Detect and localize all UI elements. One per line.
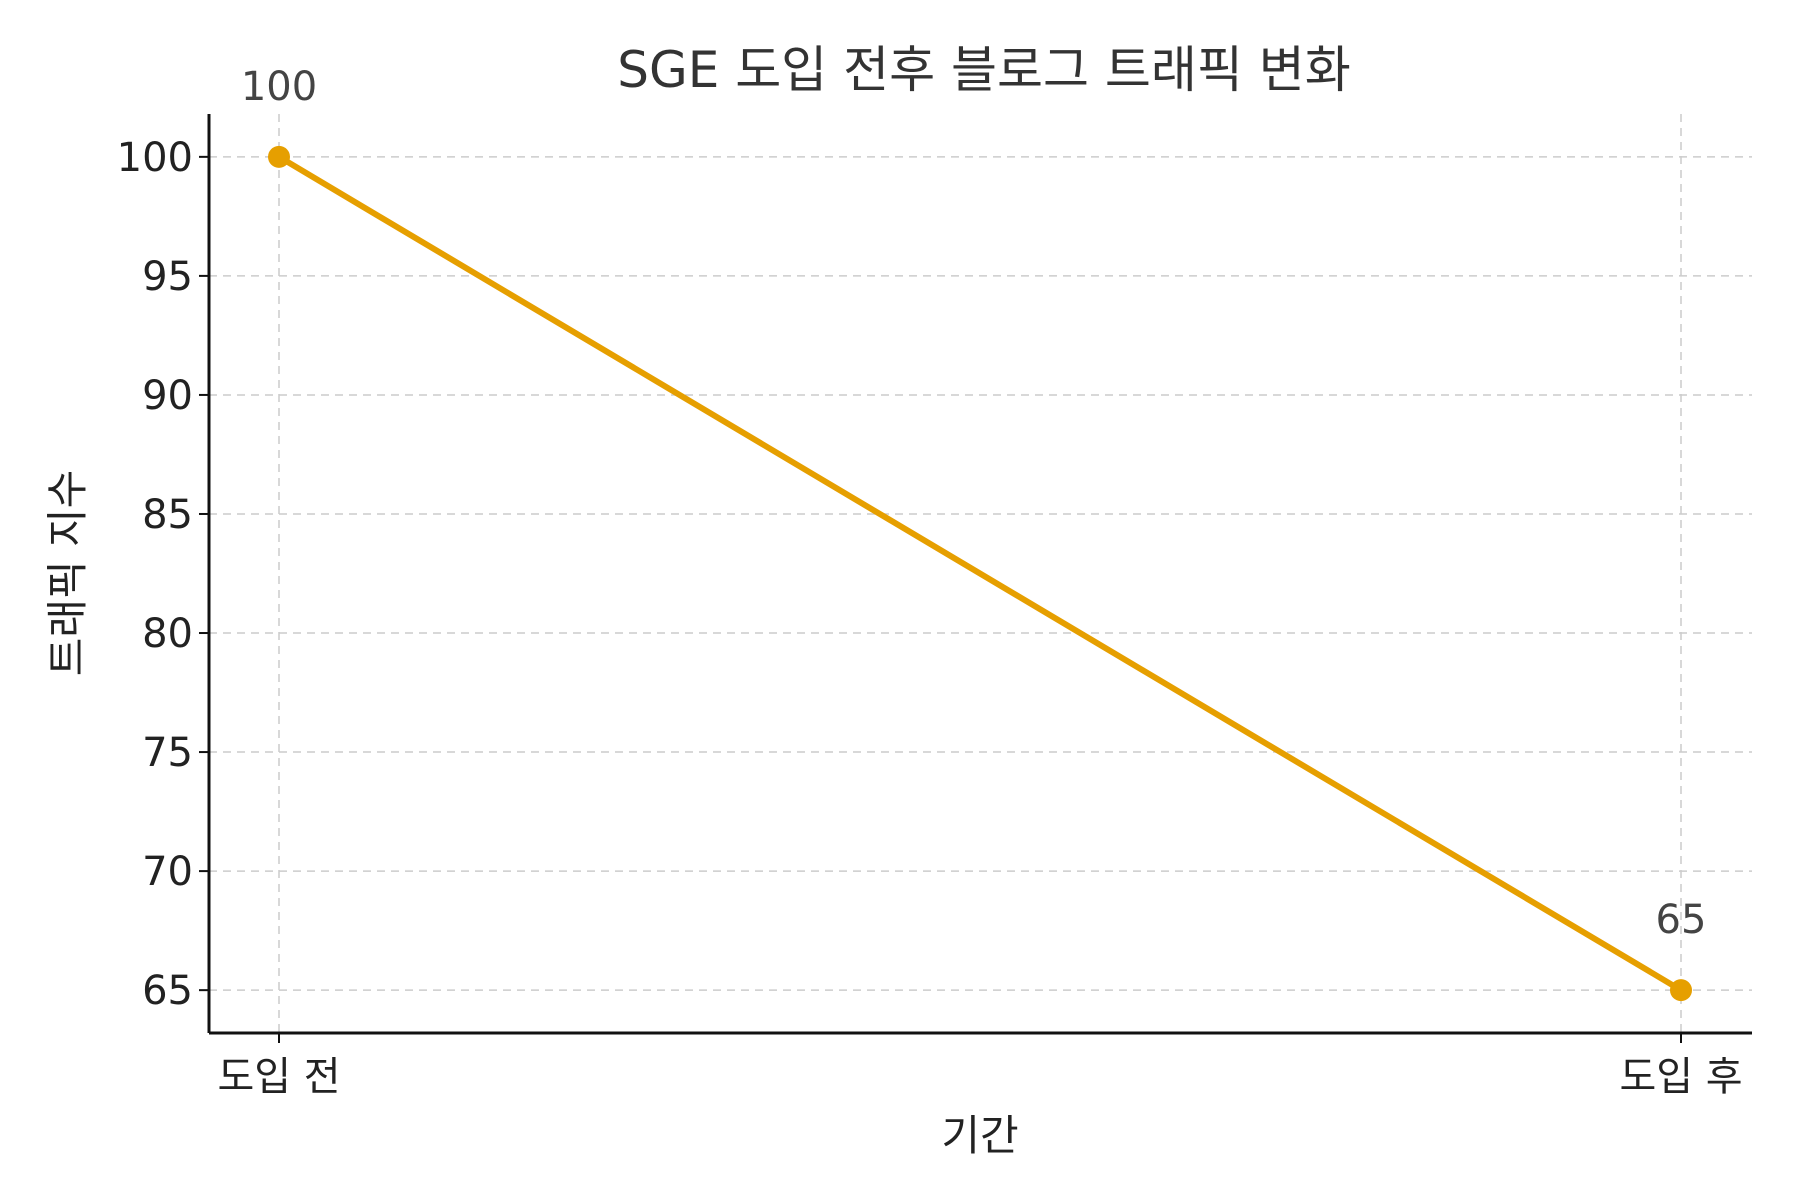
x-tick-label: 도입 전 xyxy=(217,1054,340,1100)
y-tick-label: 95 xyxy=(142,254,193,300)
y-ticks: 65 70 75 80 85 90 95 100 xyxy=(117,135,209,1014)
x-ticks: 도입 전 도입 후 xyxy=(217,1033,1743,1100)
series xyxy=(268,145,1692,1002)
data-labels: 100 65 xyxy=(241,64,1707,943)
y-tick-label: 70 xyxy=(142,849,193,895)
chart-title: SGE 도입 전후 블로그 트래픽 변화 xyxy=(617,41,1351,99)
y-tick-label: 85 xyxy=(142,492,193,538)
y-tick-label: 90 xyxy=(142,373,193,419)
y-tick-label: 75 xyxy=(142,730,193,776)
y-tick-label: 100 xyxy=(117,135,193,181)
axes xyxy=(207,114,1752,1035)
x-tick-label: 도입 후 xyxy=(1619,1054,1742,1100)
data-label: 65 xyxy=(1656,897,1707,943)
data-point xyxy=(268,145,290,168)
data-label: 100 xyxy=(241,64,317,110)
y-tick-label: 65 xyxy=(142,968,193,1014)
grid xyxy=(209,114,1752,1033)
x-axis-label: 기간 xyxy=(941,1111,1018,1160)
y-axis-label: 트래픽 지수 xyxy=(43,470,92,677)
series-line xyxy=(276,153,1684,994)
y-tick-label: 80 xyxy=(142,611,193,657)
data-point xyxy=(1670,979,1692,1002)
